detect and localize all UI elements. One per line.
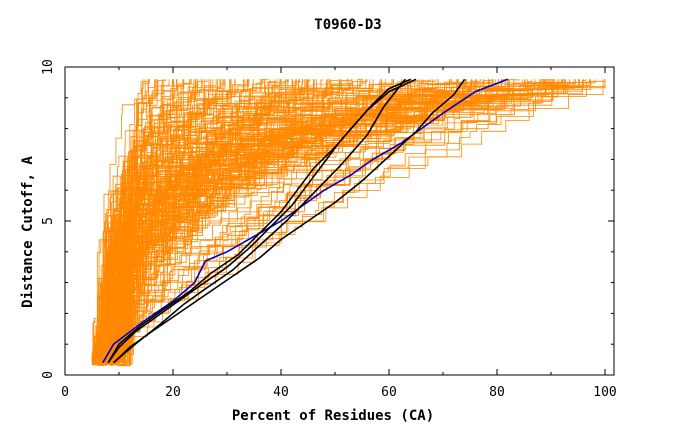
y-tick-label: 0 [41, 371, 56, 379]
model-curve [123, 79, 158, 361]
background-model-lines [91, 79, 606, 367]
model-curve [92, 79, 374, 364]
model-curve [100, 79, 545, 361]
model-curve [118, 79, 490, 362]
x-axis-label: Percent of Residues (CA) [232, 408, 434, 424]
model-curve [108, 79, 562, 360]
x-tick-label: 0 [61, 385, 69, 400]
model-curve [107, 79, 394, 365]
model-curve [102, 79, 288, 362]
model-curve [95, 79, 315, 365]
axis-ticks: 0 20 40 60 80 100 0 5 10 [41, 59, 617, 400]
model-curve [93, 79, 218, 363]
model-curve [123, 79, 459, 360]
model-curve [117, 79, 217, 367]
x-tick-label: 20 [165, 385, 181, 400]
model-curve [93, 79, 306, 365]
model-curve [104, 79, 278, 364]
highlight-black-curve [107, 78, 411, 364]
model-curve [114, 79, 523, 361]
x-tick-label: 60 [381, 385, 397, 400]
model-curve [121, 79, 331, 364]
model-curve [114, 79, 199, 363]
x-tick-label: 80 [489, 385, 505, 400]
x-tick-label: 100 [593, 385, 616, 400]
model-curve [94, 79, 146, 362]
y-tick-label: 5 [41, 217, 56, 225]
model-curve [109, 79, 289, 363]
model-curve [99, 79, 476, 361]
highlight-model-lines [102, 78, 509, 364]
model-curve [103, 79, 452, 363]
y-tick-label: 10 [41, 59, 56, 75]
model-curve [97, 79, 410, 365]
highlight-blue-curve [102, 78, 509, 364]
highlight-black-curve [113, 78, 406, 364]
model-curve [106, 79, 472, 361]
x-tick-label: 40 [273, 385, 289, 400]
model-curve [95, 79, 420, 364]
model-curve [117, 79, 299, 361]
chart-title: T0960-D3 [314, 17, 381, 33]
y-axis-label: Distance Cutoff, A [20, 156, 36, 308]
highlight-black-curve [113, 78, 466, 364]
model-curve [99, 79, 544, 366]
model-curve [106, 79, 591, 363]
